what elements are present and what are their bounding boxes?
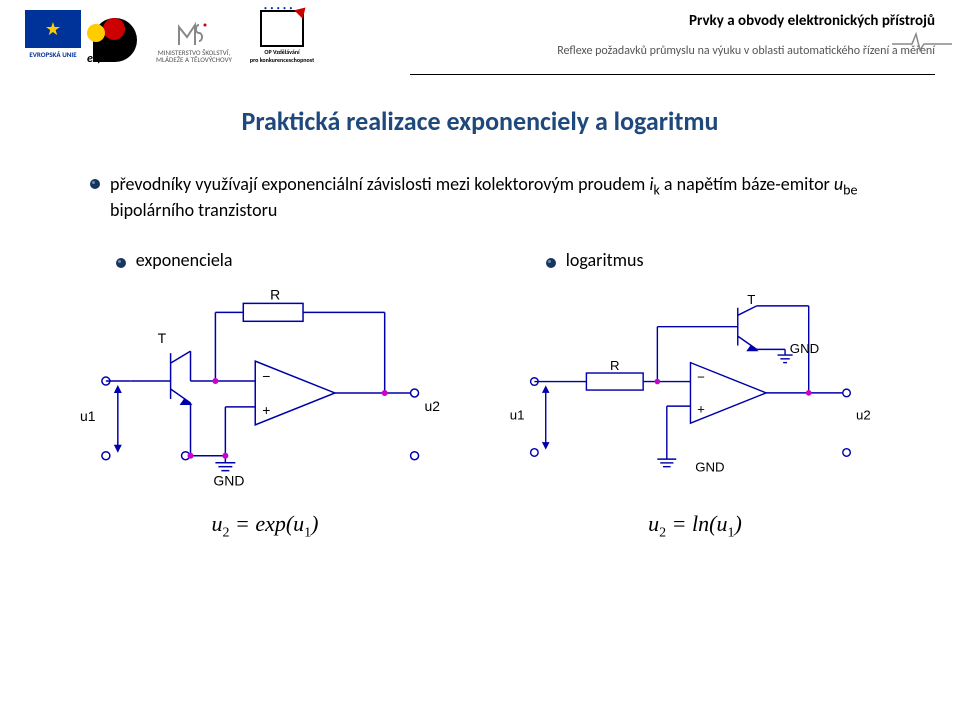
circuit-exponenciela: R − + <box>76 281 454 501</box>
label-T-left: T <box>157 330 166 346</box>
bullet-1-text: převodníky využívají exponenciální závis… <box>110 173 910 221</box>
ecg-wave-icon <box>892 30 952 57</box>
msmt-logo-icon: MINISTERSTVO ŠKOLSTVÍ, MLÁDEŽE A TĚLOVÝC… <box>149 10 239 64</box>
main-content: Praktická realizace exponenciely a logar… <box>0 75 960 541</box>
columns: exponenciela R − + <box>50 249 910 541</box>
page-title: Praktická realizace exponenciely a logar… <box>50 105 910 137</box>
label-GND-right-bottom: GND <box>695 459 724 474</box>
logo-cluster: ★ EVROPSKÁ UNIE esf MINISTERSTVO ŠKOLSTV… <box>25 10 321 64</box>
col-left-label: exponenciela <box>136 249 233 271</box>
label-u1-left: u1 <box>80 407 96 423</box>
svg-text:+: + <box>262 401 270 417</box>
svg-text:+: + <box>697 401 705 416</box>
op-line2: pro konkurenceschopnost <box>250 57 314 64</box>
page-header: ★ EVROPSKÁ UNIE esf MINISTERSTVO ŠKOLSTV… <box>0 0 960 72</box>
svg-text:−: − <box>262 368 270 384</box>
eu-flag-block: ★ EVROPSKÁ UNIE <box>25 10 81 59</box>
label-R-right: R <box>610 358 620 373</box>
header-title: Prvky a obvody elektronických přístrojů <box>331 12 935 30</box>
label-u2-left: u2 <box>424 398 440 414</box>
eu-flag-icon: ★ <box>25 10 81 48</box>
op-line1: OP Vzdělávání <box>264 49 299 56</box>
bullet-dot-icon <box>90 179 100 189</box>
col-right-label: logaritmus <box>566 249 644 271</box>
label-R: R <box>270 286 280 302</box>
circuit-logaritmus: T GND <box>506 281 884 501</box>
col-left: exponenciela R − + <box>76 249 454 541</box>
op-logo-icon: • • • • • OP Vzdělávání pro konkurencesc… <box>243 10 321 64</box>
label-T-right: T <box>747 292 755 307</box>
bullet-dot-icon <box>116 258 126 268</box>
header-text-block: Prvky a obvody elektronických přístrojů … <box>331 10 935 58</box>
label-GND-right-top: GND <box>790 341 819 356</box>
msmt-line2: MLÁDEŽE A TĚLOVÝCHOVY <box>156 56 232 64</box>
bullet-dot-icon <box>546 258 556 268</box>
col-right-label-row: logaritmus <box>546 249 884 271</box>
header-subtitle: Reflexe požadavků průmyslu na výuku v ob… <box>331 44 935 58</box>
col-right: logaritmus T <box>506 249 884 541</box>
formula-right: u2 = ln(u1) <box>506 511 884 541</box>
esf-logo-icon: esf <box>85 10 145 64</box>
label-GND-left: GND <box>213 472 244 488</box>
formula-left: u2 = exp(u1) <box>76 511 454 541</box>
label-u2-right: u2 <box>856 407 871 422</box>
col-left-label-row: exponenciela <box>116 249 454 271</box>
svg-text:−: − <box>697 369 705 384</box>
label-u1-right: u1 <box>510 407 525 422</box>
bullet-1: převodníky využívají exponenciální závis… <box>90 173 910 221</box>
eu-flag-label: EVROPSKÁ UNIE <box>25 50 81 59</box>
esf-logo-label: esf <box>87 52 101 66</box>
